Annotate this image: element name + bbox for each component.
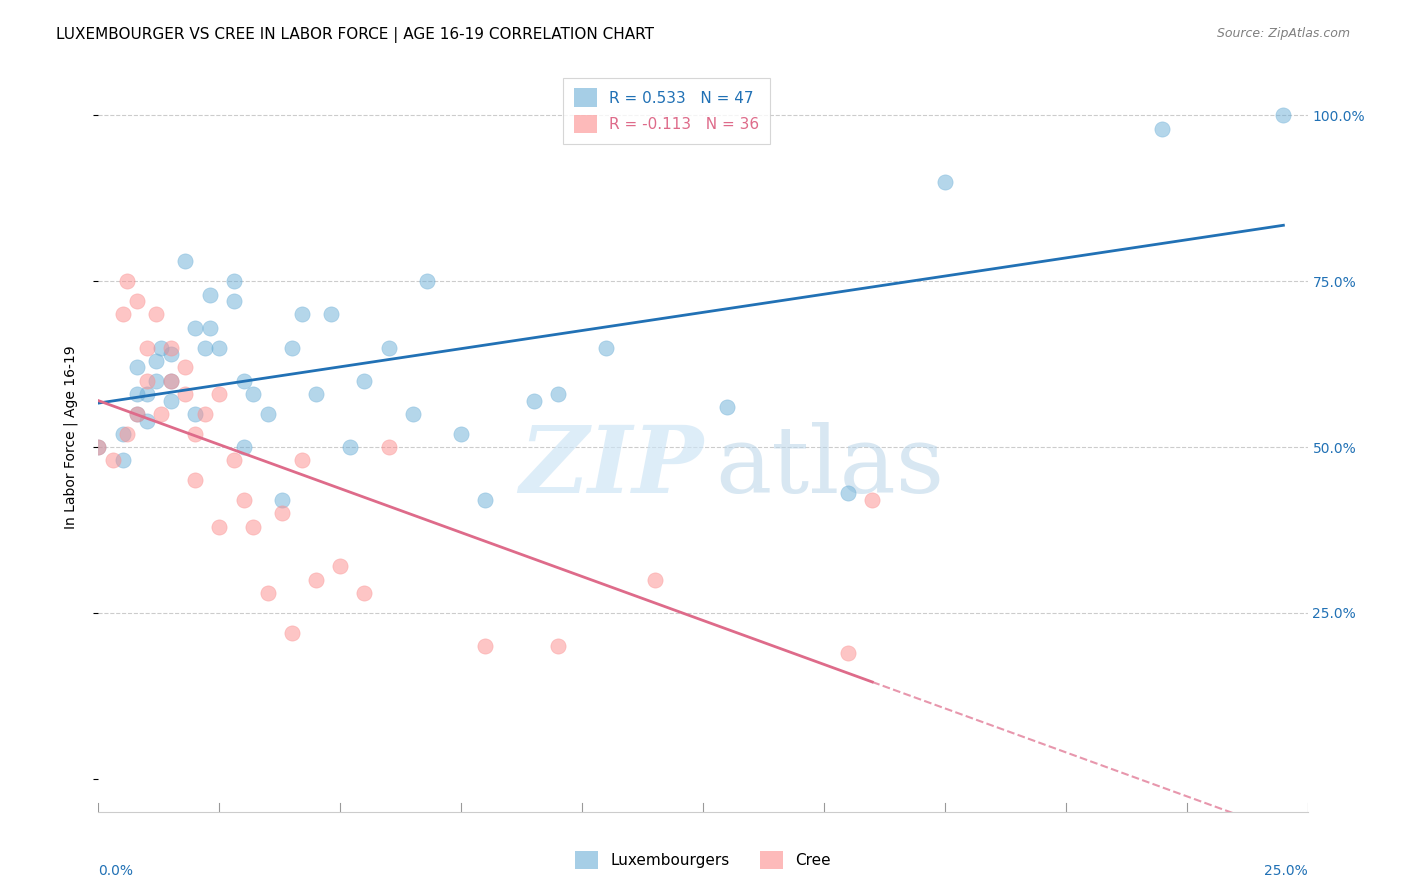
Point <box>117 426 139 441</box>
Point <box>174 360 197 375</box>
Point <box>232 374 254 388</box>
Point <box>150 407 173 421</box>
Point <box>127 360 149 375</box>
Point <box>135 374 157 388</box>
Point <box>232 440 254 454</box>
Point <box>377 341 399 355</box>
Point <box>450 426 472 441</box>
Point <box>160 341 183 355</box>
Point <box>319 307 342 321</box>
Point <box>145 374 167 388</box>
Point <box>208 387 231 401</box>
Point <box>353 586 375 600</box>
Point <box>256 586 278 600</box>
Point <box>222 453 245 467</box>
Point <box>135 341 157 355</box>
Point <box>271 506 294 520</box>
Point <box>242 387 264 401</box>
Point <box>377 440 399 454</box>
Point <box>150 341 173 355</box>
Point <box>644 573 666 587</box>
Point <box>837 646 859 660</box>
Text: 25.0%: 25.0% <box>1264 864 1308 878</box>
Text: atlas: atlas <box>716 422 945 512</box>
Point <box>160 393 183 408</box>
Point <box>111 307 134 321</box>
Point <box>339 440 361 454</box>
Point <box>860 493 883 508</box>
Text: 0.0%: 0.0% <box>98 864 134 878</box>
Point <box>184 473 207 487</box>
Point <box>934 175 956 189</box>
Point <box>353 374 375 388</box>
Point <box>222 294 245 309</box>
Point <box>174 254 197 268</box>
Point <box>174 387 197 401</box>
Point <box>329 559 352 574</box>
Point <box>305 573 328 587</box>
Point <box>184 407 207 421</box>
Point <box>194 341 217 355</box>
Point <box>595 341 617 355</box>
Point <box>271 493 294 508</box>
Point <box>281 625 304 640</box>
Point <box>523 393 546 408</box>
Point <box>87 440 110 454</box>
Point <box>160 374 183 388</box>
Point <box>160 374 183 388</box>
Point <box>474 493 496 508</box>
Point <box>111 453 134 467</box>
Legend: Luxembourgers, Cree: Luxembourgers, Cree <box>569 845 837 875</box>
Point <box>1272 108 1295 122</box>
Point <box>547 639 569 653</box>
Point <box>716 401 738 415</box>
Point <box>184 426 207 441</box>
Point <box>208 519 231 533</box>
Point <box>111 426 134 441</box>
Point <box>290 453 312 467</box>
Y-axis label: In Labor Force | Age 16-19: In Labor Force | Age 16-19 <box>63 345 77 529</box>
Point <box>127 387 149 401</box>
Point <box>87 440 110 454</box>
Point <box>101 453 124 467</box>
Point <box>305 387 328 401</box>
Legend: R = 0.533   N = 47, R = -0.113   N = 36: R = 0.533 N = 47, R = -0.113 N = 36 <box>564 78 770 144</box>
Point <box>290 307 312 321</box>
Text: LUXEMBOURGER VS CREE IN LABOR FORCE | AGE 16-19 CORRELATION CHART: LUXEMBOURGER VS CREE IN LABOR FORCE | AG… <box>56 27 654 43</box>
Point <box>145 307 167 321</box>
Point <box>198 320 221 334</box>
Point <box>1152 121 1174 136</box>
Point <box>281 341 304 355</box>
Point <box>184 320 207 334</box>
Point <box>127 407 149 421</box>
Point <box>474 639 496 653</box>
Point <box>127 294 149 309</box>
Point <box>232 493 254 508</box>
Point <box>837 486 859 500</box>
Text: ZIP: ZIP <box>519 422 703 512</box>
Point <box>222 274 245 288</box>
Point <box>135 413 157 427</box>
Point <box>194 407 217 421</box>
Point <box>547 387 569 401</box>
Point <box>402 407 425 421</box>
Point <box>127 407 149 421</box>
Point <box>145 354 167 368</box>
Point <box>160 347 183 361</box>
Text: Source: ZipAtlas.com: Source: ZipAtlas.com <box>1216 27 1350 40</box>
Point <box>198 287 221 301</box>
Point <box>242 519 264 533</box>
Point <box>135 387 157 401</box>
Point <box>117 274 139 288</box>
Point <box>416 274 439 288</box>
Point <box>208 341 231 355</box>
Point <box>256 407 278 421</box>
